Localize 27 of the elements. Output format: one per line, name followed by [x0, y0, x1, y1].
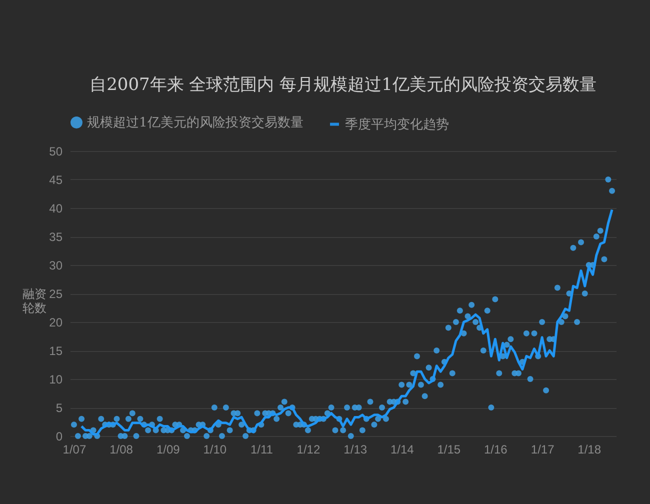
x-tick-label: 1/10	[203, 442, 227, 456]
x-tick-label: 1/14	[390, 442, 414, 456]
y-tick-label: 5	[56, 401, 63, 415]
chart-title: 自2007年来 全球范围内 每月规模超过1亿美元的风险投资交易数量	[90, 75, 596, 95]
y-tick-label: 25	[49, 287, 63, 301]
x-tick-label: 1/08	[110, 442, 134, 456]
x-tick-label: 1/13	[344, 442, 368, 456]
y-tick-label: 15	[49, 344, 63, 358]
y-axis-title: 融资轮数	[22, 287, 46, 315]
x-tick-label: 1/17	[530, 442, 555, 456]
y-tick-label: 0	[56, 430, 63, 444]
x-tick-label: 1/12	[296, 442, 320, 456]
legend-label: 规模超过1亿美元的风险投资交易数量	[87, 114, 304, 131]
legend-label: 季度平均变化趋势	[345, 116, 449, 132]
y-tick-label: 20	[49, 316, 63, 330]
x-tick-label: 1/18	[578, 442, 602, 456]
y-tick-label: 10	[49, 372, 63, 386]
y-tick-label: 30	[49, 258, 63, 272]
x-tick-label: 1/11	[250, 442, 274, 456]
x-tick-label: 1/09	[156, 442, 180, 456]
y-tick-label: 40	[49, 202, 63, 216]
y-tick-label: 35	[49, 230, 63, 244]
x-tick-label: 1/15	[437, 442, 461, 456]
y-tick-label: 50	[49, 144, 63, 158]
y-tick-label: 45	[49, 173, 63, 187]
x-tick-label: 1/16	[484, 442, 508, 456]
x-tick-label: 1/07	[62, 442, 86, 456]
